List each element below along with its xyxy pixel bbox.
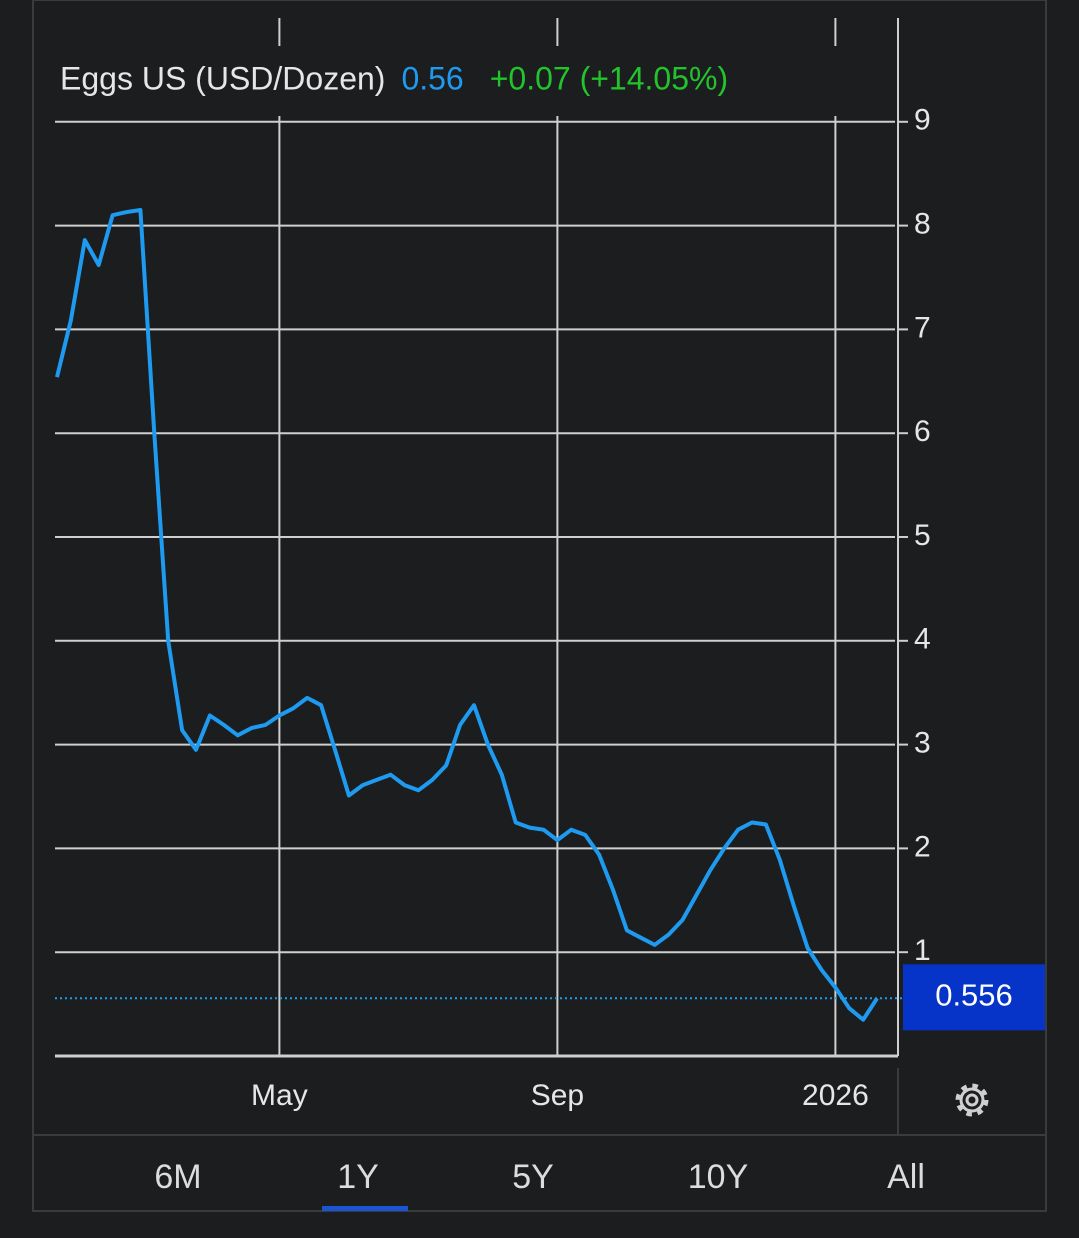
x-tick-label: May: [251, 1079, 308, 1112]
y-tick-label: 1: [914, 934, 931, 967]
grid: [55, 18, 895, 1056]
gear-teeth: [955, 1083, 989, 1117]
gear-hole: [965, 1093, 979, 1107]
y-tick-label: 2: [914, 830, 931, 863]
x-tick-label: Sep: [531, 1079, 584, 1112]
range-tab[interactable]: 10Y: [688, 1158, 749, 1196]
y-tick-label: 3: [914, 727, 931, 760]
gear-body: [959, 1087, 985, 1113]
tab-underline: [322, 1206, 408, 1211]
settings-icon[interactable]: [955, 1083, 989, 1117]
chart-title: Eggs US (USD/Dozen): [60, 60, 385, 96]
change: +0.07 (+14.05%): [490, 60, 728, 96]
panel: [32, 0, 1047, 1212]
last-price-label: 0.556: [935, 977, 1013, 1012]
range-tab[interactable]: All: [887, 1158, 925, 1196]
y-tick-label: 7: [914, 311, 931, 344]
range-tab[interactable]: 6M: [154, 1158, 201, 1196]
y-tick-label: 9: [914, 104, 931, 137]
y-tick-label: 6: [914, 415, 931, 448]
price: 0.56: [401, 60, 463, 96]
last-price-box: [903, 964, 1045, 1031]
x-tick-label: 2026: [802, 1079, 869, 1112]
y-tick-label: 4: [914, 623, 931, 656]
header-backdrop: [40, 46, 892, 116]
range-tab[interactable]: 5Y: [512, 1158, 554, 1196]
price-line: [55, 208, 879, 1022]
range-tab[interactable]: 1Y: [337, 1158, 379, 1196]
y-tick-label: 5: [914, 519, 931, 552]
y-tick-label: 8: [914, 208, 931, 241]
